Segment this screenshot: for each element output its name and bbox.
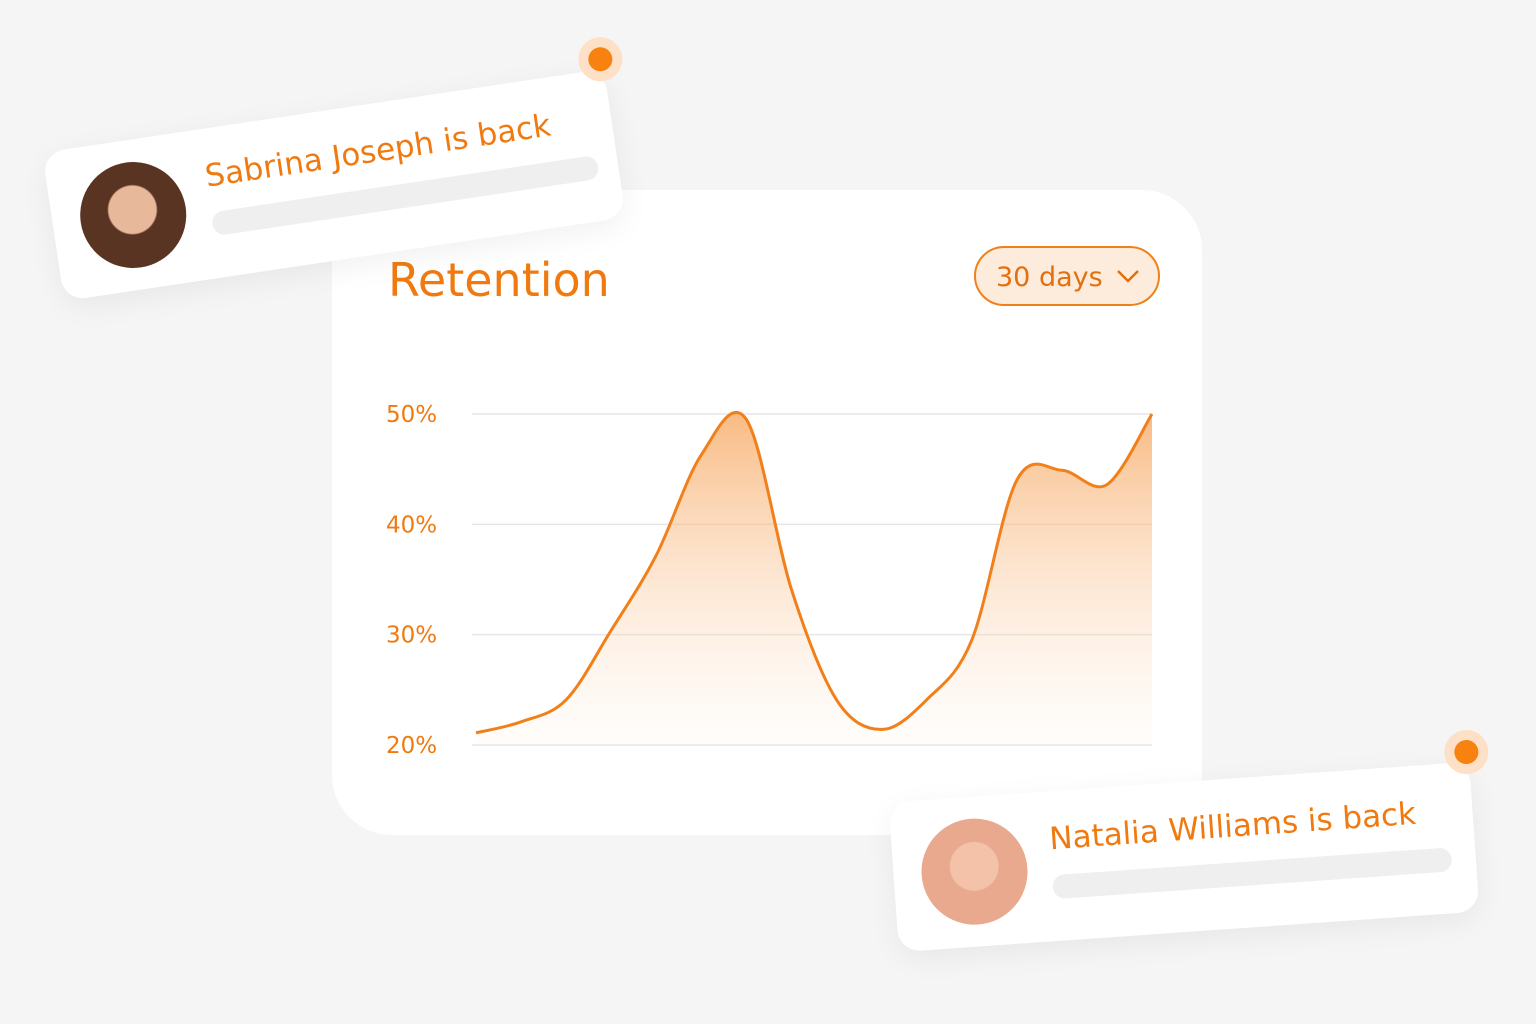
y-tick-label: 30% bbox=[386, 623, 437, 649]
y-tick-label: 50% bbox=[386, 402, 437, 428]
notification-text: Natalia Williams is back bbox=[1048, 795, 1418, 858]
dropdown-label[interactable]: 30 days bbox=[996, 262, 1103, 293]
area bbox=[476, 412, 1152, 745]
avatar bbox=[72, 154, 194, 276]
y-tick-label: 40% bbox=[386, 512, 437, 538]
avatar bbox=[917, 815, 1032, 929]
line bbox=[475, 410, 1154, 735]
y-tick-label: 20% bbox=[386, 733, 437, 759]
placeholder-bar bbox=[1051, 847, 1453, 900]
dropdown-chevron[interactable] bbox=[1117, 270, 1139, 283]
chart-title: Retention bbox=[388, 253, 610, 307]
dropdown[interactable] bbox=[974, 246, 1160, 306]
